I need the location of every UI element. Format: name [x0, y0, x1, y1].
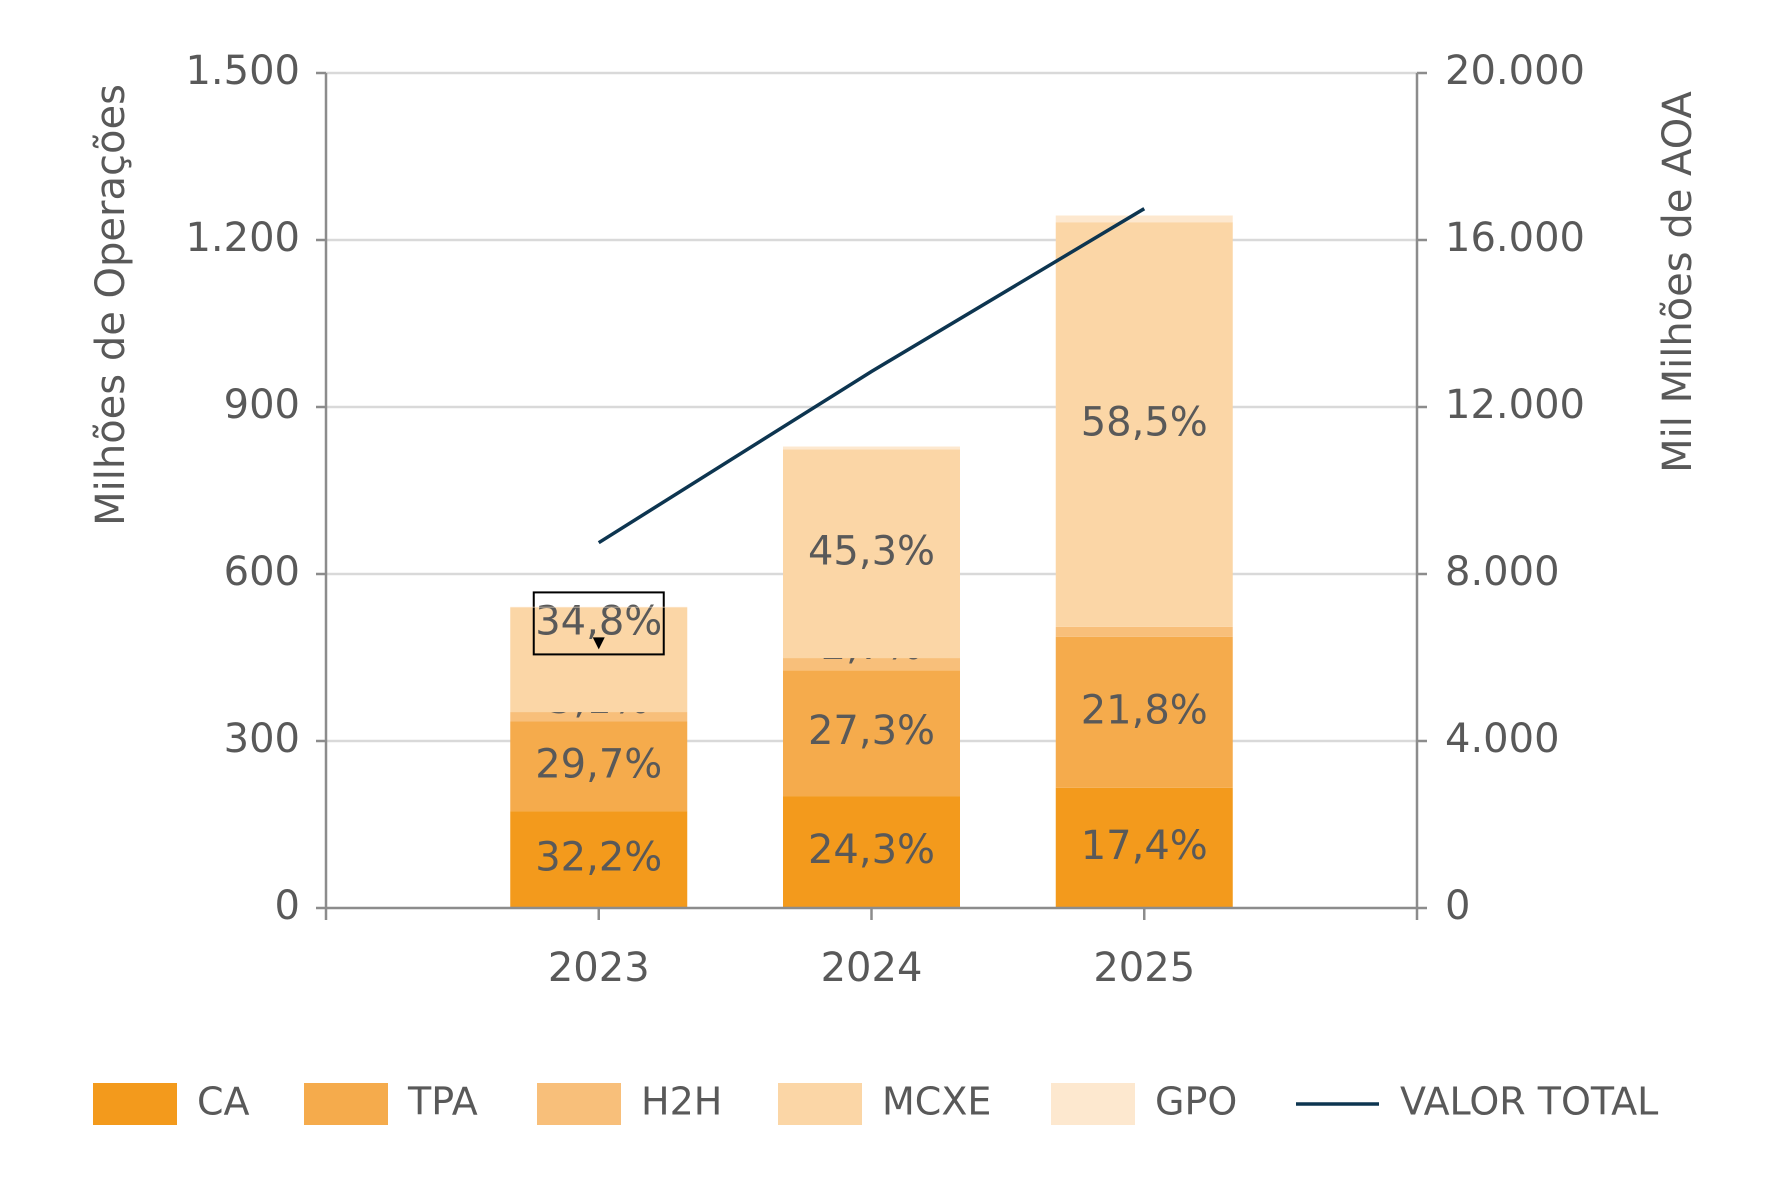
data-label: 29,7%	[535, 741, 662, 787]
bar-segment	[510, 811, 688, 908]
bar-segment	[783, 796, 960, 908]
data-label: 27,3%	[808, 708, 935, 754]
y2-tick-label: 12.000	[1445, 382, 1585, 428]
label-box	[532, 591, 665, 656]
data-label: 58,5%	[1081, 400, 1208, 446]
legend-swatch	[1051, 1083, 1135, 1125]
x-tick-label: 2023	[548, 945, 650, 991]
y2-tick-label: 0	[1445, 883, 1470, 929]
legend-swatch	[304, 1083, 388, 1125]
data-label: 21,8%	[1081, 687, 1208, 733]
bar-segment	[510, 712, 688, 722]
legend-label: MCXE	[882, 1080, 991, 1124]
line-series	[597, 207, 1146, 545]
data-label: 24,3%	[808, 827, 935, 873]
y-tick-label: 1.200	[185, 215, 300, 261]
data-label: 34,8%	[535, 598, 662, 644]
data-label: 45,3%	[808, 529, 935, 575]
bar-segment	[1055, 636, 1233, 788]
y-tick-label: 0	[275, 883, 300, 929]
bar-segment	[1055, 215, 1233, 223]
bar-segment	[510, 607, 688, 713]
bar-segment	[783, 446, 960, 450]
y2-axis-title: Mil Milhões de AOA	[1655, 91, 1701, 473]
x-tick-label: 2025	[1093, 945, 1195, 991]
y-axis-title: Milhões de Operações	[88, 84, 134, 526]
legend-label: H2H	[641, 1080, 722, 1124]
y2-tick-label: 16.000	[1445, 215, 1585, 261]
bar-segment	[783, 658, 960, 671]
bar-segment	[1055, 626, 1233, 637]
x-tick-label: 2024	[821, 945, 923, 991]
legend-label: GPO	[1155, 1080, 1237, 1124]
bar-segment	[1055, 787, 1233, 908]
bar-segment	[510, 606, 688, 608]
bar-segment	[783, 670, 960, 797]
bar-segment	[510, 721, 688, 812]
data-label: 17,4%	[1081, 823, 1208, 869]
y2-tick-label: 20.000	[1445, 48, 1585, 94]
legend-label: VALOR TOTAL	[1400, 1080, 1658, 1124]
legend-label: TPA	[407, 1080, 478, 1124]
legend-swatch	[93, 1083, 177, 1125]
bar-segment	[1055, 222, 1233, 627]
y-tick-label: 600	[224, 549, 300, 595]
label-arrow	[592, 637, 605, 650]
legend-swatch	[778, 1083, 862, 1125]
y-tick-label: 1.500	[185, 48, 300, 94]
legend-label: CA	[197, 1080, 250, 1124]
legend-swatch	[537, 1083, 621, 1125]
y2-tick-label: 4.000	[1445, 716, 1560, 762]
y-tick-label: 900	[224, 382, 300, 428]
y2-tick-label: 8.000	[1445, 549, 1560, 595]
data-label: 32,2%	[535, 835, 662, 881]
y-tick-label: 300	[224, 716, 300, 762]
bar-segment	[783, 449, 960, 659]
